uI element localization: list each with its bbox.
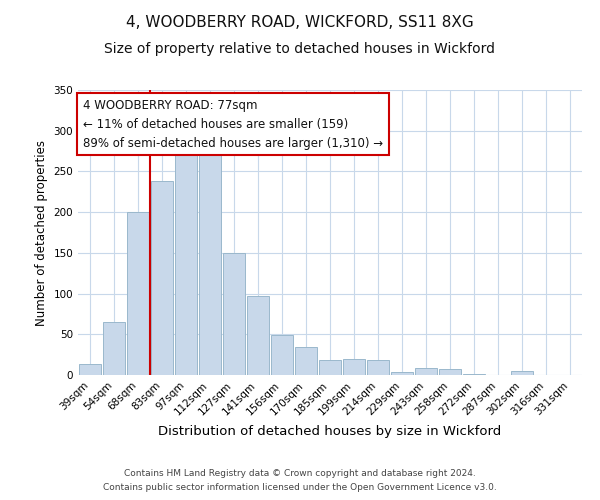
Text: 4, WOODBERRY ROAD, WICKFORD, SS11 8XG: 4, WOODBERRY ROAD, WICKFORD, SS11 8XG [126, 15, 474, 30]
Bar [463, 374, 485, 375]
Bar [247, 296, 269, 375]
Bar [151, 181, 173, 375]
Bar [391, 372, 413, 375]
Bar [295, 346, 317, 375]
Text: Contains public sector information licensed under the Open Government Licence v3: Contains public sector information licen… [103, 484, 497, 492]
Bar [199, 138, 221, 375]
Bar [415, 368, 437, 375]
Text: Contains HM Land Registry data © Crown copyright and database right 2024.: Contains HM Land Registry data © Crown c… [124, 468, 476, 477]
Bar [103, 322, 125, 375]
Bar [223, 253, 245, 375]
X-axis label: Distribution of detached houses by size in Wickford: Distribution of detached houses by size … [158, 425, 502, 438]
Bar [343, 358, 365, 375]
Y-axis label: Number of detached properties: Number of detached properties [35, 140, 48, 326]
Text: Size of property relative to detached houses in Wickford: Size of property relative to detached ho… [104, 42, 496, 56]
Bar [439, 370, 461, 375]
Bar [79, 364, 101, 375]
Bar [271, 335, 293, 375]
Text: 4 WOODBERRY ROAD: 77sqm
← 11% of detached houses are smaller (159)
89% of semi-d: 4 WOODBERRY ROAD: 77sqm ← 11% of detache… [83, 98, 383, 150]
Bar [367, 360, 389, 375]
Bar [511, 371, 533, 375]
Bar [319, 360, 341, 375]
Bar [175, 148, 197, 375]
Bar [127, 212, 149, 375]
